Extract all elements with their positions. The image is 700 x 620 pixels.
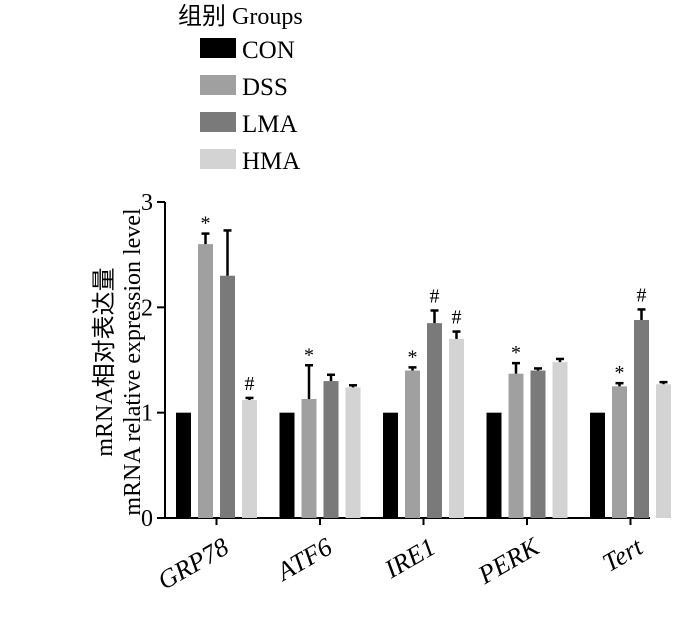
significance-mark: * [511,342,521,364]
legend-label: HMA [242,148,300,175]
legend-swatch [200,112,236,132]
significance-mark: * [408,346,418,368]
legend-label: LMA [242,111,298,138]
significance-mark: # [452,307,462,329]
legend: 组别 Groups CON DSS LMA HMA [178,3,303,175]
significance-mark: * [201,213,211,235]
y-tick-label: 0 [141,506,153,532]
legend-swatch [200,75,236,95]
bar [656,384,671,518]
bar [634,319,649,518]
significance-mark: * [615,362,625,384]
legend-title: 组别 Groups [178,3,303,30]
bar [590,412,605,518]
y-tick-label: 2 [141,295,153,321]
bar [427,323,442,518]
bar [552,362,568,518]
bar [301,398,317,518]
bar [323,381,339,518]
bar [279,412,295,518]
bar [383,412,398,518]
y-axis-title-2: mRNA relative expression level [120,208,146,516]
legend-label: CON [242,37,295,64]
category-label: IRE1 [379,532,441,584]
bar [530,370,546,518]
bar [508,373,524,518]
category-label: PERK [472,531,545,590]
significance-mark: # [245,373,255,395]
legend-swatch [200,149,236,169]
significance-mark: # [637,284,647,306]
category-label: Tert [598,532,649,578]
bar [449,338,464,518]
y-tick-label: 3 [141,190,153,216]
bar [345,387,361,518]
bar [198,244,213,518]
y-axis-title: mRNA相对表达量 [91,267,118,456]
bar [405,370,420,518]
y-axis-title-line2: mRNA relative expression level [120,208,146,516]
y-tick-label: 1 [141,401,153,427]
bar [176,412,191,518]
category-label: ATF6 [270,532,337,587]
category-label: GRP78 [153,532,234,595]
legend-label: DSS [242,74,288,101]
y-axis-title-line1: mRNA相对表达量 [91,267,118,456]
significance-mark: * [304,344,314,366]
legend-swatch [200,38,236,58]
significance-mark: # [430,285,440,307]
bar [242,400,257,518]
bar [612,386,627,518]
bar [220,275,235,518]
bar [486,412,502,518]
